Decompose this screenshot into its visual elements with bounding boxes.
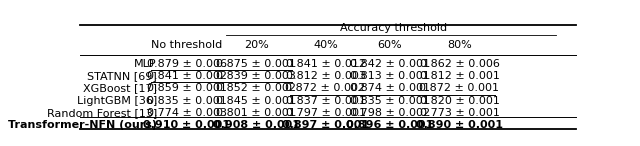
Text: 80%: 80% [447, 40, 472, 50]
Text: 0.908 ± 0.001: 0.908 ± 0.001 [212, 120, 300, 130]
Text: 0.897 ± 0.001: 0.897 ± 0.001 [282, 120, 369, 130]
Text: Accuracy threshold: Accuracy threshold [340, 23, 447, 33]
Text: 0.820 ± 0.001: 0.820 ± 0.001 [419, 96, 499, 106]
Text: 0.842 ± 0.001: 0.842 ± 0.001 [350, 59, 430, 69]
Text: No threshold: No threshold [151, 40, 222, 50]
Text: 0.798 ± 0.002: 0.798 ± 0.002 [350, 108, 430, 118]
Text: 0.859 ± 0.001: 0.859 ± 0.001 [147, 83, 227, 93]
Text: 0.874 ± 0.001: 0.874 ± 0.001 [350, 83, 430, 93]
Text: 0.862 ± 0.006: 0.862 ± 0.006 [419, 59, 499, 69]
Text: 40%: 40% [313, 40, 338, 50]
Text: LightGBM [36]: LightGBM [36] [77, 96, 157, 106]
Text: 0.773 ± 0.001: 0.773 ± 0.001 [419, 108, 499, 118]
Text: 0.797 ± 0.001: 0.797 ± 0.001 [285, 108, 365, 118]
Text: MLP: MLP [134, 59, 157, 69]
Text: 0.872 ± 0.001: 0.872 ± 0.001 [419, 83, 499, 93]
Text: 0.852 ± 0.002: 0.852 ± 0.002 [216, 83, 296, 93]
Text: STATNN [69]: STATNN [69] [87, 71, 157, 81]
Text: 0.839 ± 0.003: 0.839 ± 0.003 [216, 71, 296, 81]
Text: 0.835 ± 0.001: 0.835 ± 0.001 [350, 96, 430, 106]
Text: 60%: 60% [378, 40, 403, 50]
Text: 0.875 ± 0.001: 0.875 ± 0.001 [216, 59, 296, 69]
Text: 0.813 ± 0.001: 0.813 ± 0.001 [350, 71, 430, 81]
Text: 0.841 ± 0.002: 0.841 ± 0.002 [147, 71, 227, 81]
Text: 0.812 ± 0.001: 0.812 ± 0.001 [419, 71, 499, 81]
Text: 0.774 ± 0.003: 0.774 ± 0.003 [147, 108, 227, 118]
Text: 0.910 ± 0.001: 0.910 ± 0.001 [143, 120, 230, 130]
Text: 0.872 ± 0.002: 0.872 ± 0.002 [285, 83, 365, 93]
Text: 0.890 ± 0.001: 0.890 ± 0.001 [416, 120, 503, 130]
Text: 0.896 ± 0.001: 0.896 ± 0.001 [346, 120, 434, 130]
Text: Transformer-NFN (ours): Transformer-NFN (ours) [8, 120, 157, 130]
Text: 0.841 ± 0.012: 0.841 ± 0.012 [285, 59, 365, 69]
Text: 0.879 ± 0.006: 0.879 ± 0.006 [147, 59, 227, 69]
Text: 0.812 ± 0.003: 0.812 ± 0.003 [285, 71, 365, 81]
Text: 0.837 ± 0.001: 0.837 ± 0.001 [285, 96, 365, 106]
Text: 20%: 20% [244, 40, 268, 50]
Text: 0.835 ± 0.001: 0.835 ± 0.001 [147, 96, 227, 106]
Text: XGBoost [17]: XGBoost [17] [83, 83, 157, 93]
Text: 0.845 ± 0.001: 0.845 ± 0.001 [216, 96, 296, 106]
Text: Random Forest [13]: Random Forest [13] [47, 108, 157, 118]
Text: 0.801 ± 0.001: 0.801 ± 0.001 [216, 108, 296, 118]
